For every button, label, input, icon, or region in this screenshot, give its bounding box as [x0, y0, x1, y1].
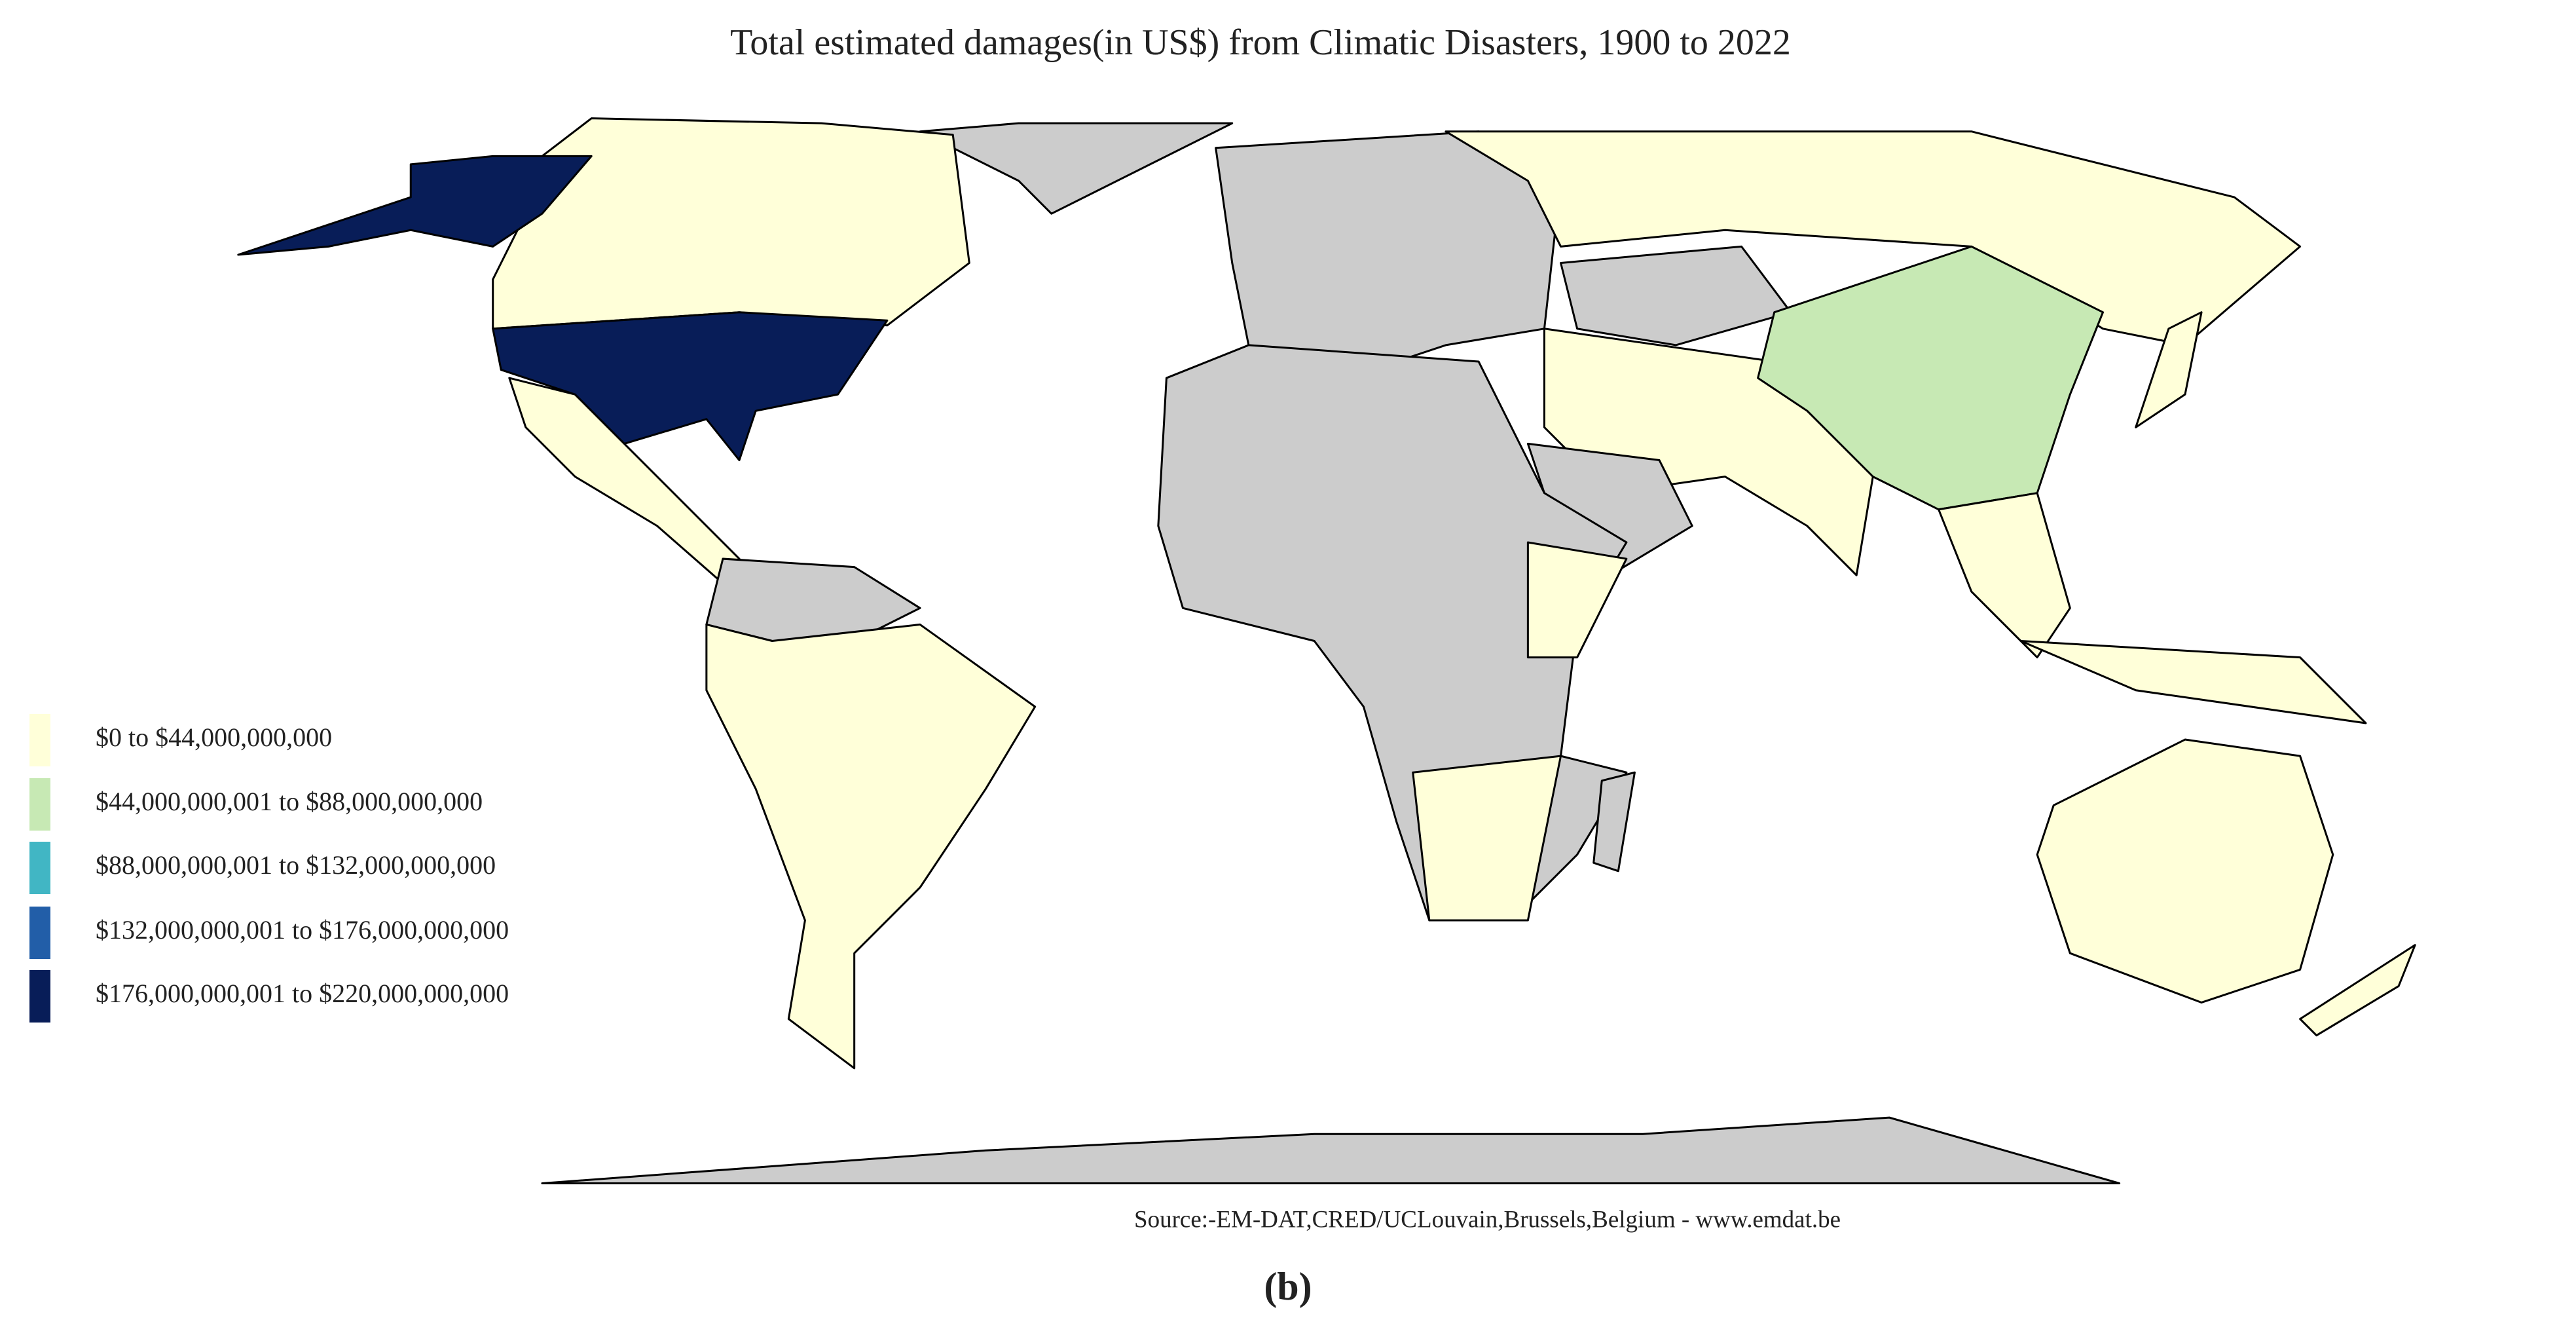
australia	[2036, 738, 2334, 1004]
legend: $0 to $44,000,000,000 $44,000,000,001 to …	[29, 714, 509, 1023]
legend-swatch	[29, 778, 50, 831]
southeast-asia	[1938, 492, 2071, 659]
legend-label: $176,000,000,001 to $220,000,000,000	[96, 979, 509, 1008]
usa	[492, 311, 889, 462]
legend-swatch	[29, 970, 50, 1023]
japan	[2135, 311, 2203, 428]
indonesia	[2019, 640, 2367, 724]
alaska	[237, 155, 593, 256]
canada	[492, 117, 970, 330]
new-zealand	[2299, 944, 2416, 1037]
legend-swatch	[29, 842, 50, 894]
legend-label: $88,000,000,001 to $132,000,000,000	[96, 850, 496, 880]
russia	[1444, 130, 2302, 347]
legend-label: $44,000,000,001 to $88,000,000,000	[96, 787, 483, 816]
legend-label: $132,000,000,001 to $176,000,000,000	[96, 915, 509, 945]
central-asia	[1560, 245, 1792, 347]
legend-swatch	[29, 714, 50, 766]
source-note: Source:-EM-DAT,CRED/UCLouvain,Brussels,B…	[1134, 1206, 1841, 1233]
greenland	[919, 122, 1234, 215]
world-map	[237, 117, 2416, 1184]
map-title: Total estimated damages(in US$) from Cli…	[730, 22, 1791, 63]
madagascar	[1592, 771, 1636, 873]
figure-caption: (b)	[1264, 1265, 1312, 1308]
antarctica	[541, 1116, 2121, 1184]
legend-label: $0 to $44,000,000,000	[96, 723, 332, 752]
south-america	[705, 623, 1037, 1070]
southern-africa	[1412, 755, 1562, 922]
legend-swatch	[29, 907, 50, 959]
east-africa	[1526, 541, 1628, 659]
